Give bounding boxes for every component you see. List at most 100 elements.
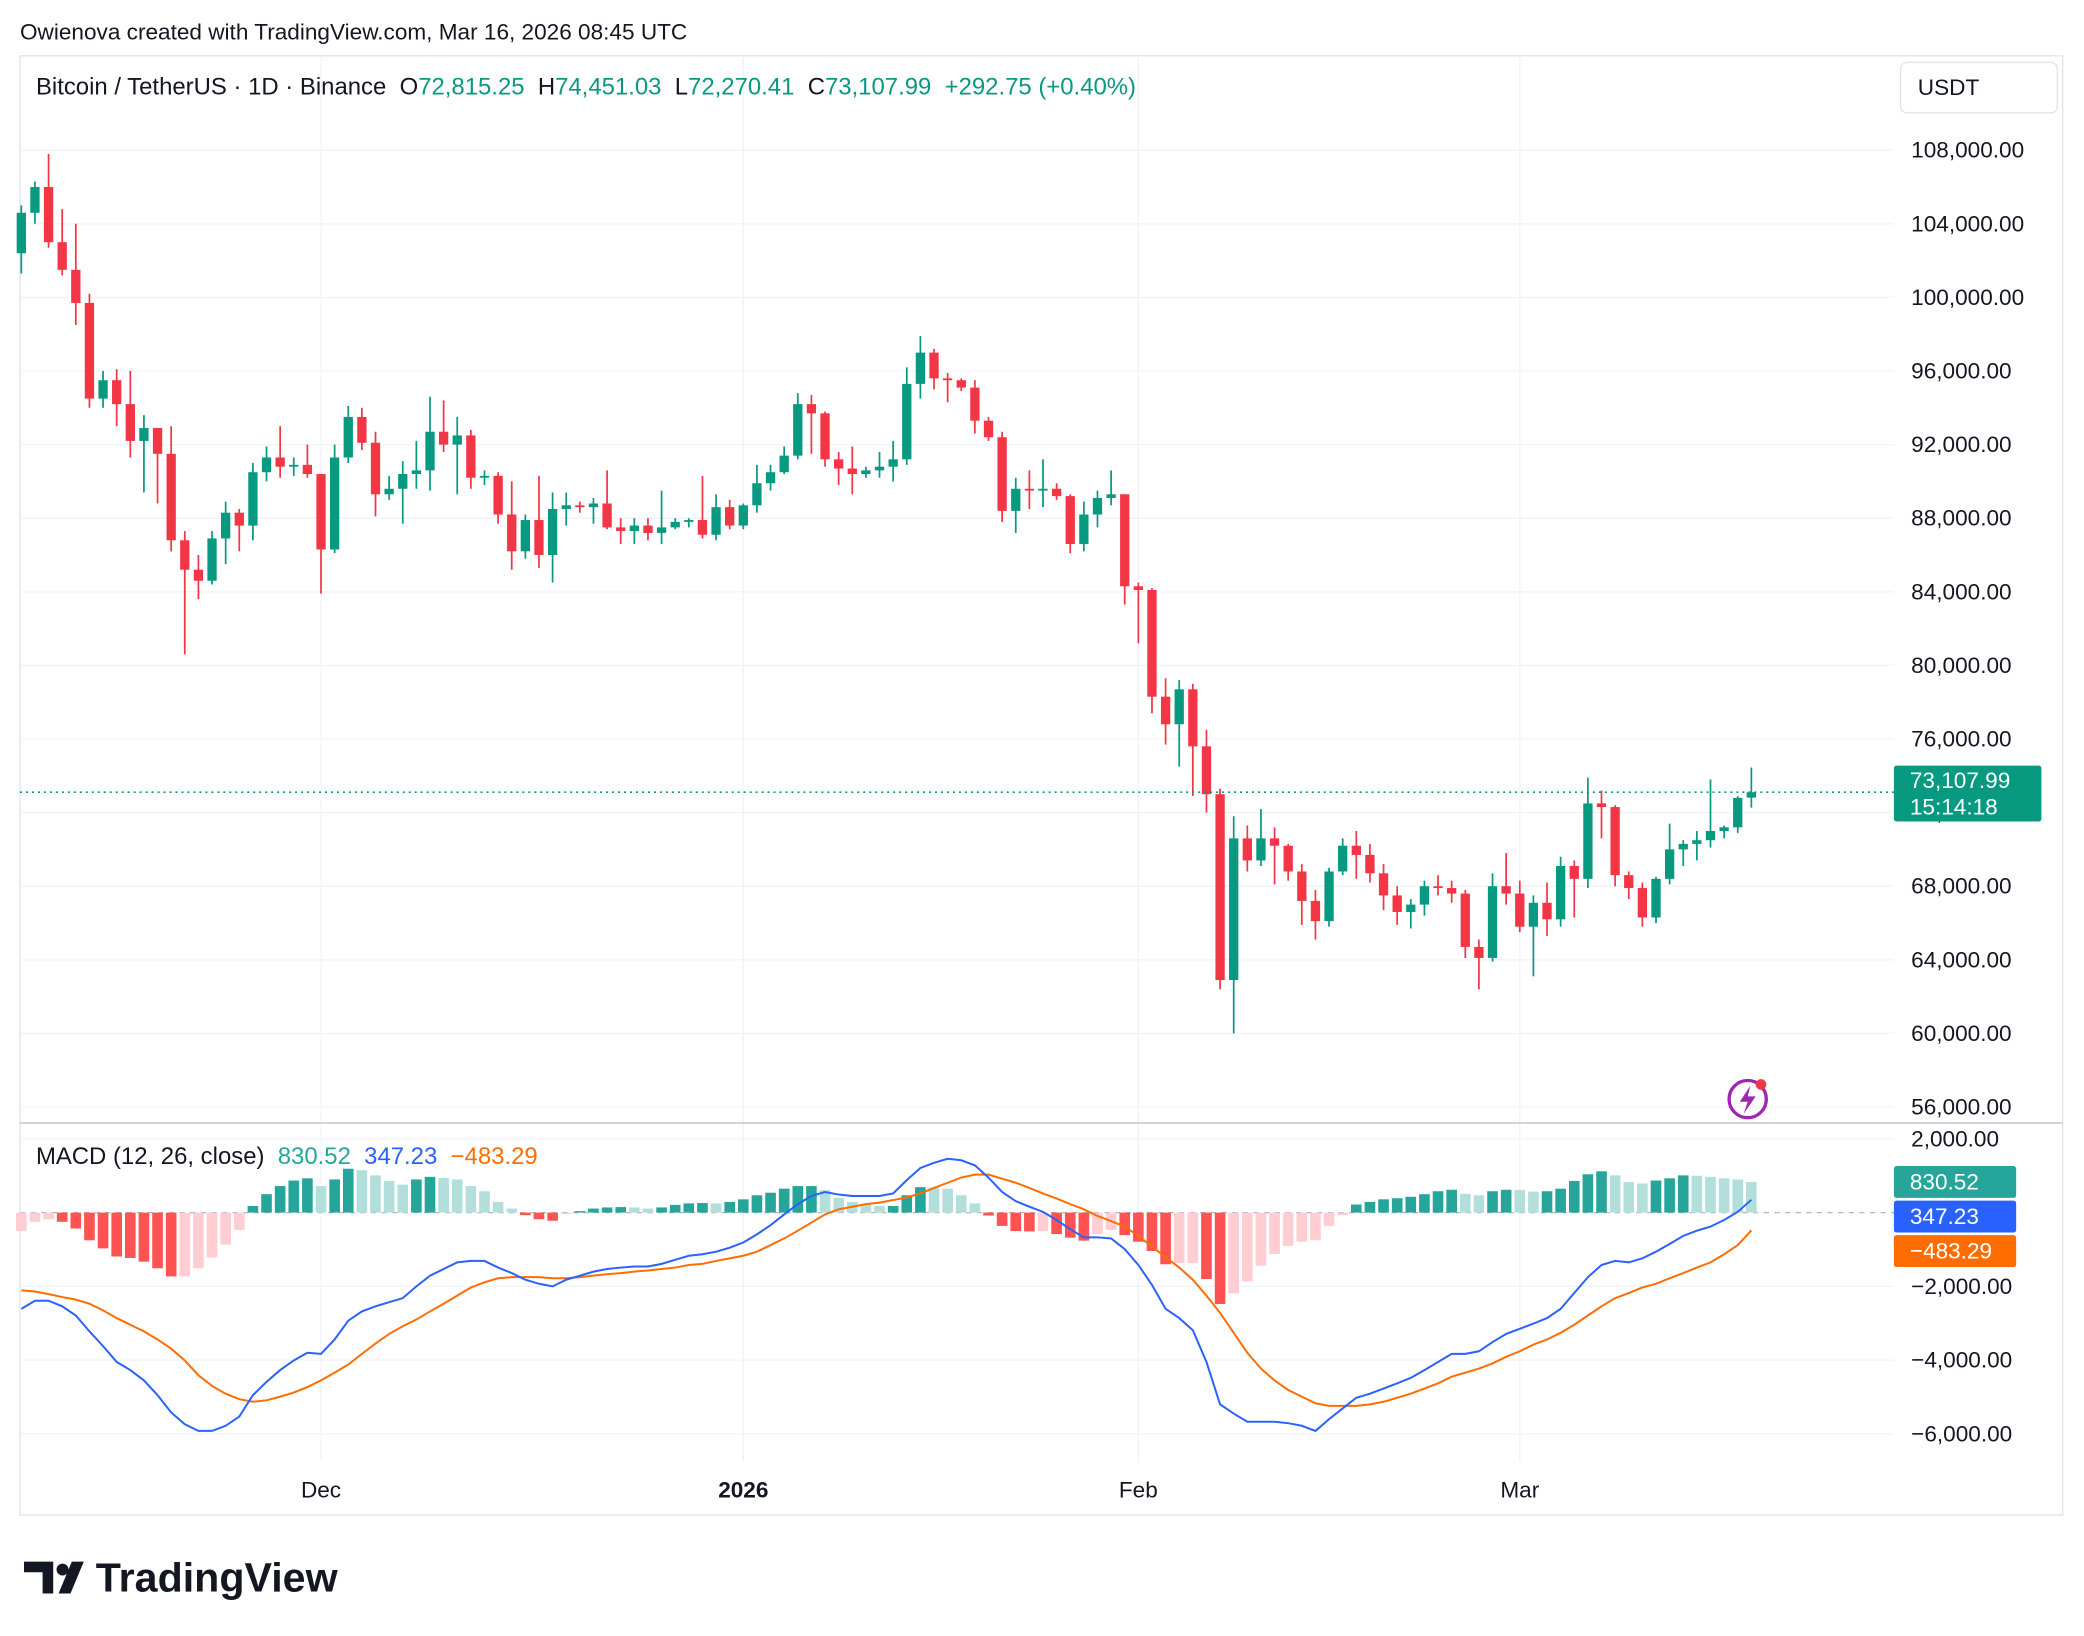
histogram-bar: [1568, 1180, 1580, 1213]
candle-body: [1555, 865, 1566, 920]
histogram-bar: [1323, 1212, 1335, 1226]
ohlc-key: H: [538, 73, 555, 100]
candle-body: [1038, 488, 1048, 491]
candle-body: [520, 520, 531, 552]
candle-body: [1106, 494, 1116, 498]
histogram-bar: [601, 1207, 613, 1213]
histogram-bar: [1419, 1194, 1430, 1213]
histogram-bar: [1487, 1191, 1498, 1213]
candle-body: [711, 507, 721, 535]
candle-body: [1406, 904, 1416, 912]
histogram-bar: [737, 1199, 749, 1213]
candle-body: [1338, 845, 1348, 872]
histogram-bar: [1459, 1193, 1471, 1213]
histogram-bar: [547, 1212, 558, 1221]
candle-body: [547, 509, 558, 556]
histogram-bar: [1214, 1212, 1226, 1305]
histogram-bar: [1228, 1212, 1240, 1294]
histogram-bar: [560, 1212, 572, 1215]
histogram-bar: [506, 1208, 518, 1213]
candle-body: [738, 505, 748, 526]
histogram-badge-value: 830.52: [1910, 1169, 1979, 1194]
candle-body: [1065, 496, 1075, 544]
candle-body: [329, 457, 340, 550]
histogram-bar: [1596, 1171, 1607, 1213]
histogram-bar: [397, 1184, 409, 1213]
histogram-bar: [683, 1203, 695, 1213]
macd-legend-value: 347.23: [364, 1143, 437, 1170]
candle-body: [575, 505, 585, 508]
histogram-bar: [1528, 1191, 1539, 1213]
histogram-bar: [370, 1175, 381, 1213]
histogram-bar: [642, 1208, 654, 1213]
histogram-bar: [1718, 1178, 1730, 1213]
candle-body: [425, 431, 435, 471]
histogram-bar: [288, 1180, 300, 1213]
histogram-bar: [1364, 1201, 1376, 1213]
candle-body: [1542, 902, 1552, 920]
histogram-bar: [70, 1212, 82, 1229]
candle-body: [725, 507, 735, 526]
histogram-bar: [179, 1212, 191, 1277]
candle-body: [452, 435, 462, 445]
histogram-bar: [193, 1212, 204, 1269]
alert-bolt: [1739, 1085, 1756, 1114]
macd-tick-label: −2,000.00: [1911, 1274, 2012, 1299]
candle-body: [656, 527, 667, 533]
candle-body: [316, 474, 326, 550]
candle-body: [466, 435, 476, 478]
candle-body: [166, 453, 176, 541]
ohlc-key: C: [808, 73, 825, 100]
candle-body: [1528, 902, 1539, 927]
logo-dot: [56, 1563, 69, 1576]
candle-body: [820, 413, 830, 460]
logo: TradingView: [23, 1555, 339, 1601]
candle-body: [1079, 514, 1089, 544]
macd-line: [20, 1157, 1753, 1433]
candle-body: [1447, 888, 1457, 894]
candle-body: [779, 455, 789, 473]
histogram-bar: [342, 1168, 354, 1213]
candle-body: [71, 269, 81, 303]
candle-body: [1733, 797, 1743, 828]
histogram-bar: [1541, 1191, 1553, 1213]
candle-body: [915, 352, 926, 384]
candle-body: [302, 464, 313, 475]
histogram-bar: [220, 1212, 231, 1245]
candle-body: [193, 569, 204, 581]
histogram-bar: [915, 1187, 926, 1213]
histogram-bar: [329, 1179, 340, 1213]
histogram-bar: [942, 1188, 953, 1213]
candle-body: [1256, 838, 1266, 861]
candle-body: [1188, 689, 1198, 747]
candle-body: [1433, 886, 1443, 889]
histogram-bar: [1637, 1183, 1648, 1213]
histogram-bar: [1242, 1212, 1253, 1282]
histogram-bar: [1024, 1212, 1035, 1232]
histogram-bar: [860, 1204, 872, 1213]
alert-icon[interactable]: [1727, 1078, 1768, 1120]
candle-body: [1610, 807, 1620, 876]
x-tick-label: Feb: [1119, 1477, 1158, 1502]
logo-icon: [23, 1561, 84, 1594]
histogram-bar: [383, 1180, 395, 1213]
candle-body: [438, 431, 449, 445]
alert-circle: [1727, 1078, 1768, 1120]
histogram-bar: [411, 1179, 422, 1213]
histogram-bar: [1609, 1175, 1621, 1213]
histogram-bar: [751, 1195, 763, 1213]
histogram-bar: [1623, 1182, 1635, 1213]
histogram-bar: [356, 1170, 368, 1213]
histogram-bar: [1677, 1175, 1689, 1213]
histogram-bar: [1705, 1176, 1716, 1213]
y-tick-label: 64,000.00: [1911, 947, 2011, 972]
candle-body: [983, 420, 994, 438]
currency-box[interactable]: [1899, 61, 2059, 114]
histogram-bar: [1037, 1212, 1049, 1232]
credit: Owienova created with TradingView.com, M…: [20, 19, 687, 44]
candle-body: [1242, 838, 1252, 861]
y-tick-label: 104,000.00: [1911, 211, 2024, 236]
candle-body: [1392, 895, 1402, 912]
